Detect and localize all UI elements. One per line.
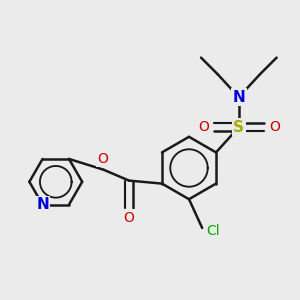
Text: Cl: Cl [206,224,220,238]
Text: O: O [124,211,134,225]
Text: N: N [232,90,245,105]
Text: O: O [269,120,280,134]
Text: N: N [36,197,49,212]
Text: O: O [198,120,209,134]
Text: S: S [233,120,244,135]
Text: O: O [97,152,108,166]
